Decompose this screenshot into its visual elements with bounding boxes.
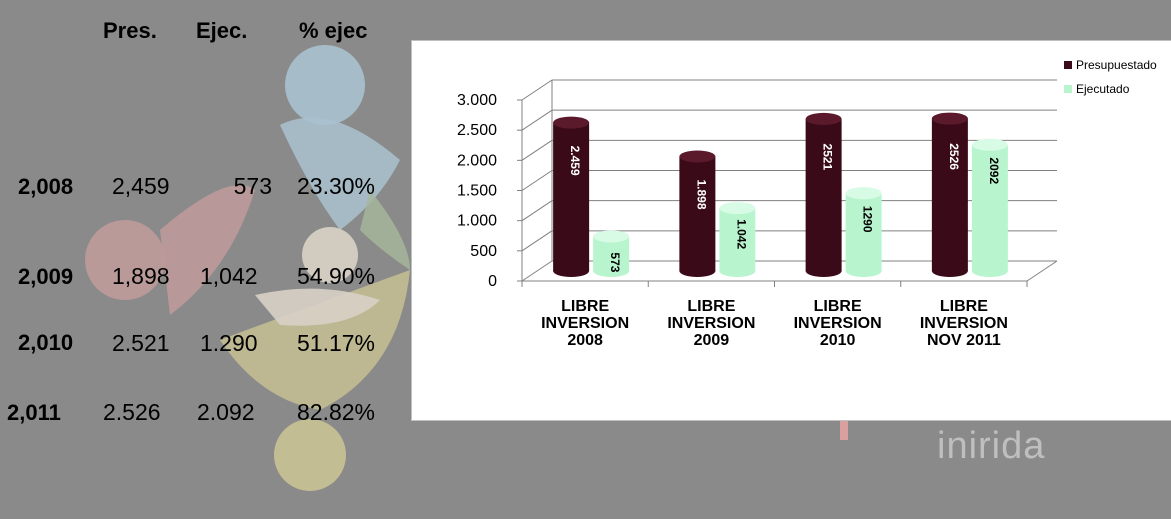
data-label-presupuestado-2: 2521 bbox=[821, 144, 835, 171]
legend-swatch-presupuestado bbox=[1064, 61, 1072, 69]
row-2010-pres: 2.521 bbox=[112, 330, 170, 356]
legend-label-presupuestado: Presupuestado bbox=[1076, 58, 1157, 72]
bar-presupuestado-0-top bbox=[553, 116, 590, 129]
category-label-1-line-0: LIBRE bbox=[687, 298, 735, 315]
row-2010-pct: 51.17% bbox=[297, 330, 376, 356]
category-label-2-line-0: LIBRE bbox=[814, 298, 862, 315]
category-label-3-line-1: INVERSION bbox=[920, 315, 1008, 332]
bar-presupuestado-0-body bbox=[553, 122, 590, 271]
category-label-0-line-2: 2008 bbox=[567, 332, 603, 349]
gridline-depth-3 bbox=[521, 170, 553, 191]
legend-label-ejecutado: Ejecutado bbox=[1076, 82, 1130, 96]
data-label-ejecutado-1: 1.042 bbox=[734, 219, 748, 249]
row-2010-year: 2,010 bbox=[18, 330, 74, 355]
y-tick-label-6: 3.000 bbox=[457, 92, 497, 109]
category-label-0-line-1: INVERSION bbox=[541, 315, 629, 332]
gridline-depth-0 bbox=[521, 260, 553, 282]
bar-presupuestado-1-body bbox=[679, 156, 716, 271]
category-label-2-line-2: 2010 bbox=[820, 332, 856, 349]
row-2008-pres: 2,459 bbox=[112, 173, 170, 199]
row-2009-pct: 54.90% bbox=[297, 263, 376, 289]
data-label-ejecutado-3: 2092 bbox=[987, 157, 1001, 184]
header-pct-ejec: % ejec bbox=[299, 18, 368, 43]
bar-presupuestado-3-base bbox=[931, 265, 968, 277]
bar-ejecutado-2-top bbox=[845, 187, 882, 200]
row-2011-ejec: 2.092 bbox=[197, 399, 255, 425]
category-label-0-line-0: LIBRE bbox=[561, 298, 609, 315]
bar-ejecutado-1-top bbox=[719, 202, 756, 215]
bar-presupuestado-2-base bbox=[805, 265, 842, 277]
category-label-3-line-0: LIBRE bbox=[940, 298, 988, 315]
bar-presupuestado-3-top bbox=[931, 112, 968, 125]
legend-swatch-ejecutado bbox=[1064, 85, 1072, 93]
floor-edge bbox=[1026, 260, 1058, 282]
data-label-presupuestado-0: 2.459 bbox=[568, 146, 582, 176]
y-tick-label-3: 1.500 bbox=[457, 183, 497, 200]
data-label-ejecutado-0: 573 bbox=[608, 252, 622, 272]
bar-ejecutado-1-base bbox=[719, 265, 756, 277]
row-2009-pres: 1,898 bbox=[112, 263, 170, 289]
y-tick-label-0: 0 bbox=[488, 273, 497, 290]
gridline-depth-5 bbox=[521, 109, 553, 131]
data-label-presupuestado-1: 1.898 bbox=[694, 179, 708, 209]
row-2009-ejec: 1,042 bbox=[200, 263, 258, 289]
category-label-3-line-2: NOV 2011 bbox=[927, 332, 1001, 349]
bar-ejecutado-3-base bbox=[971, 265, 1008, 277]
bar-ejecutado-3-top bbox=[971, 138, 1008, 151]
y-tick-label-2: 1.000 bbox=[457, 213, 497, 230]
bar-ejecutado-1-body bbox=[719, 208, 756, 271]
category-label-1-line-1: INVERSION bbox=[667, 315, 755, 332]
y-tick-label-1: 500 bbox=[470, 243, 497, 260]
watermark-text: inirida bbox=[937, 425, 1046, 467]
gridline-depth-4 bbox=[521, 139, 553, 161]
category-label-1-line-2: 2009 bbox=[694, 332, 730, 349]
gridline-depth-2 bbox=[521, 200, 553, 222]
bar-chart-svg: 0 500 1.000 1.500 2.000 2.500 3.000 2.459 573 LIB… bbox=[457, 58, 1157, 349]
row-2010-ejec: 1.290 bbox=[200, 330, 258, 356]
bar-ejecutado-2-base bbox=[845, 265, 882, 277]
header-ejec: Ejec. bbox=[196, 18, 248, 43]
bar-presupuestado-1-top bbox=[679, 150, 716, 163]
watermark-mark bbox=[840, 420, 848, 440]
y-tick-label-5: 2.500 bbox=[457, 122, 497, 139]
row-2011-pres: 2.526 bbox=[103, 399, 161, 425]
bar-presupuestado-3-body bbox=[931, 118, 968, 272]
row-2008-year: 2,008 bbox=[18, 174, 74, 199]
bar-presupuestado-2-body bbox=[805, 118, 842, 272]
bar-ejecutado-0-top bbox=[593, 230, 630, 243]
header-pres: Pres. bbox=[103, 18, 157, 43]
gridline-depth-1 bbox=[521, 230, 553, 252]
data-label-presupuestado-3: 2526 bbox=[947, 143, 961, 170]
bar-presupuestado-2-top bbox=[805, 112, 842, 125]
row-2009-year: 2,009 bbox=[18, 264, 74, 289]
bar-chart: 0 500 1.000 1.500 2.000 2.500 3.000 2.459 573 LIB… bbox=[411, 40, 1171, 421]
handshake-logo bbox=[85, 45, 410, 491]
data-label-ejecutado-2: 1290 bbox=[861, 206, 875, 233]
bar-ejecutado-0-base bbox=[593, 265, 630, 277]
row-2008-ejec: 573 bbox=[233, 173, 272, 199]
bar-presupuestado-1-base bbox=[679, 265, 716, 277]
bar-ejecutado-3-body bbox=[971, 144, 1008, 271]
bar-presupuestado-0-base bbox=[553, 265, 590, 277]
row-2008-pct: 23.30% bbox=[297, 173, 376, 199]
row-2011-pct: 82.82% bbox=[297, 399, 376, 425]
row-2011-year: 2,011 bbox=[7, 400, 61, 425]
bar-ejecutado-2-body bbox=[845, 193, 882, 271]
gridline-depth-6 bbox=[521, 79, 553, 101]
y-tick-label-4: 2.000 bbox=[457, 152, 497, 169]
category-label-2-line-1: INVERSION bbox=[794, 315, 882, 332]
